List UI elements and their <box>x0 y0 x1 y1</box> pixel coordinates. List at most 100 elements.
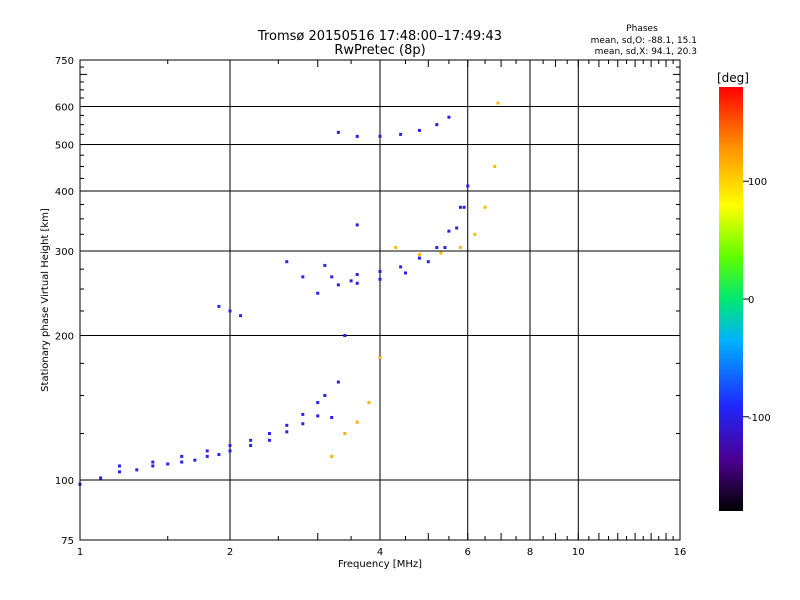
y-tick-label: 400 <box>55 187 74 198</box>
data-point <box>417 128 421 132</box>
y-tick-label: 200 <box>55 332 74 343</box>
data-point <box>462 205 466 209</box>
data-point <box>458 205 462 209</box>
x-tick-label: 6 <box>465 547 471 558</box>
data-point <box>378 355 382 359</box>
stats-line-o: mean, sd,O: -88.1, 15.1 <box>591 36 697 46</box>
x-tick-label: 2 <box>227 547 233 558</box>
data-point <box>378 269 382 273</box>
y-tick-label: 750 <box>55 56 74 67</box>
stats-title: Phases <box>626 24 658 34</box>
data-point <box>193 458 197 462</box>
data-point <box>301 275 305 279</box>
data-point <box>496 101 500 105</box>
data-point <box>330 454 334 458</box>
data-point <box>228 444 232 448</box>
data-point <box>316 291 320 295</box>
data-point <box>343 432 347 436</box>
data-point <box>355 420 359 424</box>
data-point <box>336 130 340 134</box>
y-axis-label: Stationary phase Virtual Height [km] <box>40 208 51 392</box>
data-point <box>435 246 439 250</box>
data-point <box>399 265 403 269</box>
colorbar-tick-label: -100 <box>748 413 771 424</box>
y-tick-labels: 75 100 200 300 400 500 600 750 <box>55 56 74 547</box>
y-tick-label: 600 <box>55 103 74 114</box>
data-point <box>228 449 232 453</box>
data-point <box>316 414 320 418</box>
data-point <box>267 438 271 442</box>
data-point <box>417 256 421 260</box>
y-tick-label: 300 <box>55 247 74 258</box>
chart-subtitle: RwPretec (8p) <box>334 43 425 58</box>
data-point <box>355 273 359 277</box>
data-point <box>367 401 371 405</box>
data-point <box>301 412 305 416</box>
colorbar-tick-label: 100 <box>748 177 767 188</box>
data-point <box>330 275 334 279</box>
data-point <box>135 468 139 472</box>
data-point <box>336 380 340 384</box>
data-point <box>151 460 155 464</box>
data-point <box>378 134 382 138</box>
data-point <box>473 232 477 236</box>
data-point <box>228 309 232 313</box>
data-point <box>443 246 447 250</box>
colorbar-tick-label: 0 <box>748 295 754 306</box>
data-point <box>349 279 353 283</box>
data-point <box>180 460 184 464</box>
data-point <box>439 251 443 255</box>
grid-lines <box>80 60 680 540</box>
data-point <box>435 123 439 127</box>
data-point <box>426 260 430 264</box>
data-point <box>343 334 347 338</box>
data-point <box>249 444 253 448</box>
data-point <box>180 454 184 458</box>
x-tick-label: 16 <box>674 547 687 558</box>
data-point <box>483 205 487 209</box>
data-point <box>205 449 209 453</box>
data-point <box>330 415 334 419</box>
data-point <box>217 304 221 308</box>
data-points <box>78 101 500 486</box>
data-point <box>301 422 305 426</box>
data-point <box>239 314 243 318</box>
data-point <box>403 271 407 275</box>
y-tick-label: 500 <box>55 141 74 152</box>
data-point <box>117 470 121 474</box>
data-point <box>205 454 209 458</box>
colorbar-ticks: 100 0 -100 <box>743 177 771 424</box>
data-point <box>99 476 103 480</box>
x-tick-label: 4 <box>377 547 383 558</box>
x-tick-labels: 1 2 4 6 8 10 16 <box>77 547 687 558</box>
data-point <box>217 453 221 457</box>
x-tick-label: 8 <box>527 547 533 558</box>
data-point <box>323 394 327 398</box>
x-tick-label: 10 <box>572 547 585 558</box>
data-point <box>458 246 462 250</box>
data-point <box>399 132 403 136</box>
data-point <box>285 430 289 434</box>
x-axis-label: Frequency [MHz] <box>338 559 422 570</box>
stats-line-x: mean, sd,X: 94.1, 20.3 <box>595 47 697 57</box>
x-tick-label: 1 <box>77 547 83 558</box>
plot-frame <box>79 59 681 541</box>
data-point <box>151 464 155 468</box>
data-point <box>355 281 359 285</box>
colorbar <box>719 87 743 511</box>
y-tick-label: 75 <box>61 536 74 547</box>
data-point <box>285 423 289 427</box>
data-point <box>455 226 459 230</box>
data-point <box>117 464 121 468</box>
data-point <box>323 263 327 267</box>
y-tick-label: 100 <box>55 476 74 487</box>
data-point <box>166 462 170 466</box>
data-point <box>355 223 359 227</box>
data-point <box>285 260 289 264</box>
data-point <box>447 115 451 119</box>
data-point <box>249 438 253 442</box>
data-point <box>493 164 497 168</box>
data-point <box>378 277 382 281</box>
data-point <box>336 283 340 287</box>
